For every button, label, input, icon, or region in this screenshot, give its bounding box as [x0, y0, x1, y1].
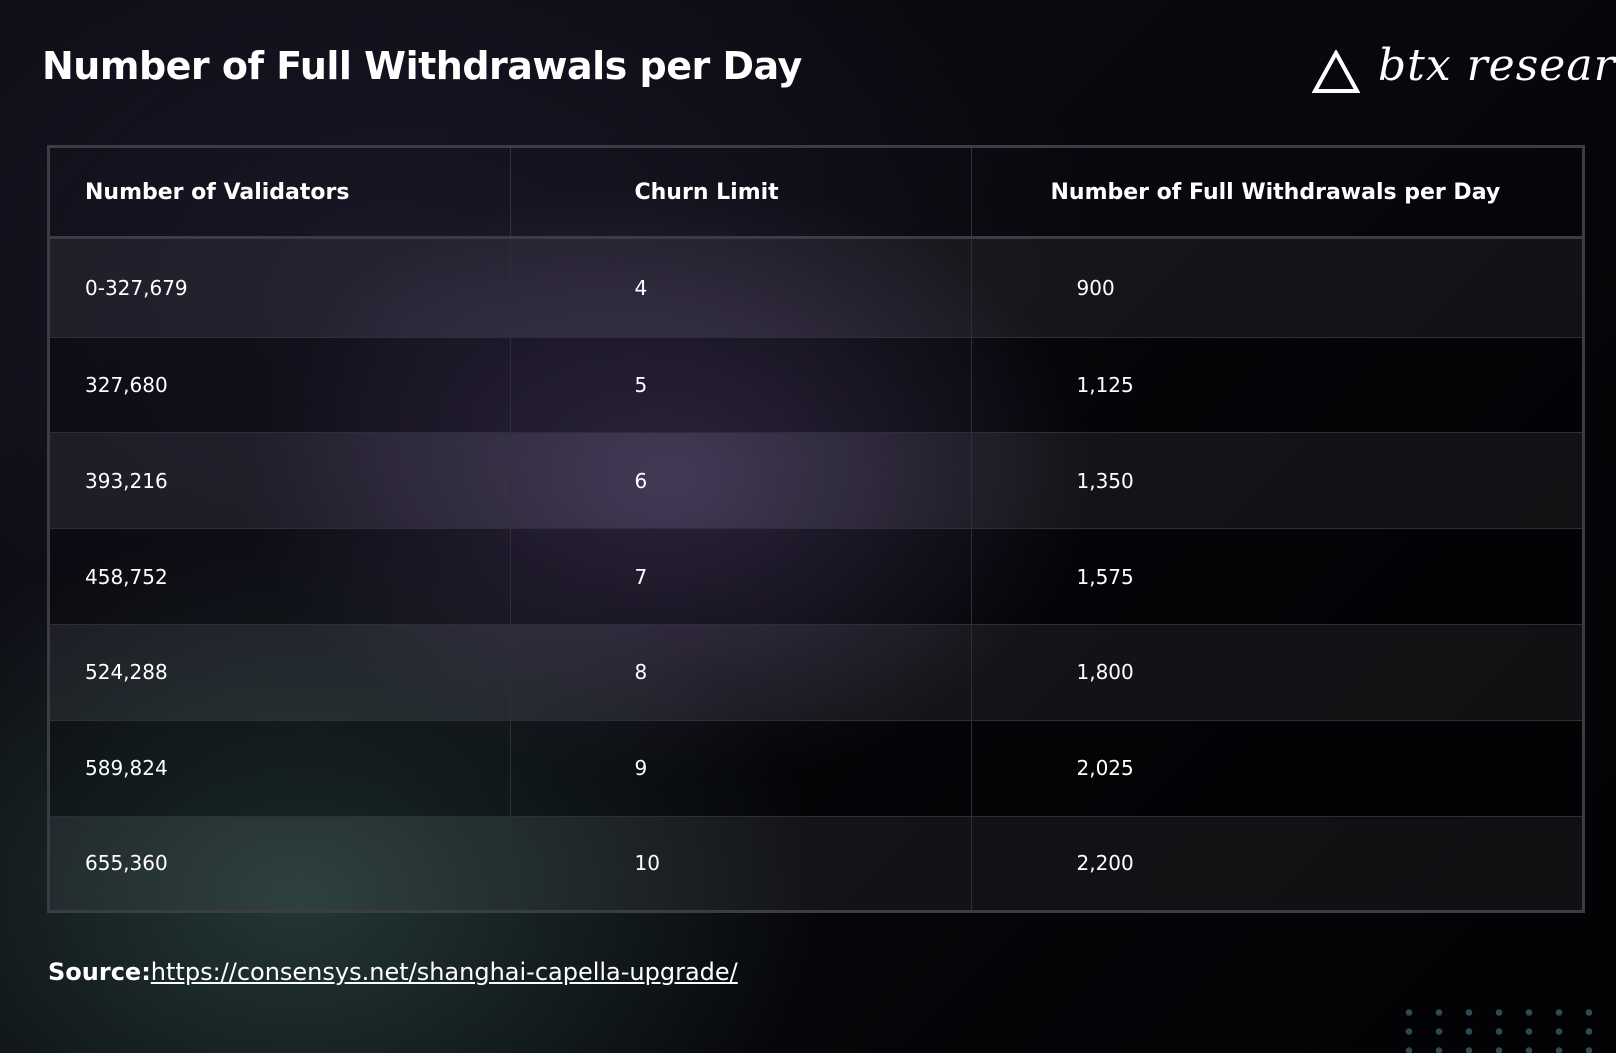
source-label: Source: — [48, 958, 151, 986]
table-cell: 7 — [510, 528, 972, 626]
brand-logo: btx research — [1312, 36, 1616, 106]
table-cell: 1,800 — [971, 624, 1582, 721]
table-cell: 589,824 — [50, 720, 511, 817]
table-cell: 327,680 — [50, 337, 511, 434]
table-cell: 4 — [510, 237, 972, 338]
table-cell: 10 — [510, 816, 972, 910]
table-row: 458,752 7 1,575 — [50, 528, 1582, 626]
source-line: Source:https://consensys.net/shanghai-ca… — [48, 958, 738, 986]
table-row: 393,216 6 1,350 — [50, 432, 1582, 530]
table-cell: 524,288 — [50, 624, 511, 721]
table-cell: 900 — [971, 237, 1582, 338]
column-header: Number of Full Withdrawals per Day — [971, 148, 1582, 239]
table-cell: 5 — [510, 337, 972, 434]
column-header: Number of Validators — [50, 148, 511, 239]
triangle-logo-icon — [1312, 50, 1360, 93]
page-title: Number of Full Withdrawals per Day — [42, 44, 802, 88]
table-row: 327,680 5 1,125 — [50, 337, 1582, 434]
table-cell: 9 — [510, 720, 972, 817]
table-row: 655,360 10 2,200 — [50, 816, 1582, 910]
table-cell: 2,025 — [971, 720, 1582, 817]
table-header-row: Number of Validators Churn Limit Number of… — [50, 148, 1582, 239]
decorative-dot-grid — [1394, 1003, 1594, 1053]
table-row: 524,288 8 1,800 — [50, 624, 1582, 721]
table-cell: 6 — [510, 432, 972, 530]
table-row: 589,824 9 2,025 — [50, 720, 1582, 817]
table-cell: 1,575 — [971, 528, 1582, 626]
column-header: Churn Limit — [510, 148, 972, 239]
data-table: Number of Validators Churn Limit Number of… — [47, 145, 1585, 913]
table-cell: 1,125 — [971, 337, 1582, 434]
source-link[interactable]: https://consensys.net/shanghai-capella-u… — [150, 958, 738, 986]
table-body: 0-327,679 4 900 327,680 5 1,125 393,216 6 1,350 4… — [50, 237, 1582, 910]
table-cell: 0-327,679 — [50, 237, 511, 338]
table-cell: 655,360 — [50, 816, 511, 910]
table-cell: 2,200 — [971, 816, 1582, 910]
logo-text: btx research — [1378, 40, 1616, 91]
table-cell: 458,752 — [50, 528, 511, 626]
table-cell: 8 — [510, 624, 972, 721]
table-cell: 1,350 — [971, 432, 1582, 530]
table-row: 0-327,679 4 900 — [50, 237, 1582, 338]
table-cell: 393,216 — [50, 432, 511, 530]
